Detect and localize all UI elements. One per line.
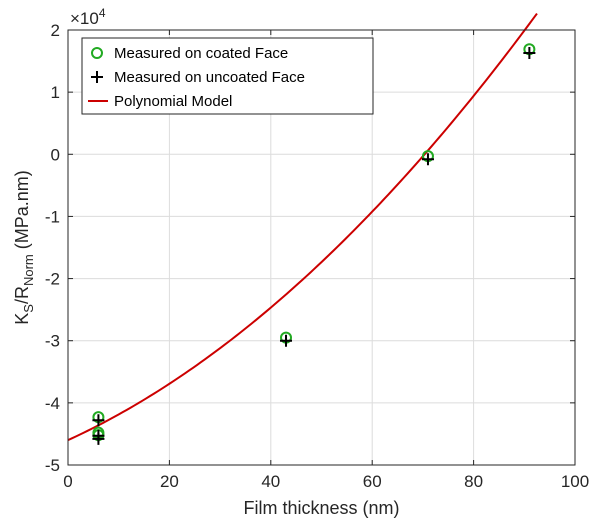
grid-lines <box>68 30 575 465</box>
x-tick-label: 100 <box>561 472 589 491</box>
data-points <box>92 43 536 445</box>
x-tick-label: 60 <box>363 472 382 491</box>
y-tick-label: -4 <box>45 394 60 413</box>
legend: Measured on coated Face Measured on unco… <box>81 37 374 115</box>
model-layer <box>67 12 538 442</box>
uncoated-face-point <box>92 414 105 427</box>
legend-entry-coated: Measured on coated Face <box>91 45 288 62</box>
x-tick-label: 0 <box>63 472 72 491</box>
y-tick-labels: -5 -4 -3 -2 -1 0 1 2 <box>45 21 60 475</box>
x-tick-label: 80 <box>464 472 483 491</box>
polynomial-model-line <box>67 12 538 442</box>
legend-entry-model: Polynomial Model <box>88 93 232 110</box>
legend-entry-uncoated: Measured on uncoated Face <box>91 69 305 86</box>
plot-border <box>67 29 576 466</box>
y-tick-label: 2 <box>51 21 60 40</box>
legend-plus-marker <box>91 71 103 83</box>
y-tick-label: -5 <box>45 456 60 475</box>
axis-ticks <box>67 29 576 466</box>
legend-label-uncoated: Measured on uncoated Face <box>114 69 305 86</box>
y-tick-label: -1 <box>45 207 60 226</box>
y-exponent-label: ×104 <box>70 6 106 28</box>
y-tick-label: 0 <box>51 145 60 164</box>
x-axis-label: Film thickness (nm) <box>243 498 399 518</box>
x-tick-label: 20 <box>160 472 179 491</box>
legend-label-model: Polynomial Model <box>114 93 232 110</box>
y-tick-label: 1 <box>51 83 60 102</box>
x-tick-label: 40 <box>261 472 280 491</box>
legend-circle-marker <box>91 47 103 59</box>
legend-label-coated: Measured on coated Face <box>114 45 288 62</box>
uncoated-face-point <box>280 334 293 347</box>
y-tick-label: -3 <box>45 332 60 351</box>
uncoated-face-point <box>421 153 434 166</box>
uncoated-face-point <box>92 432 105 445</box>
y-tick-label: -2 <box>45 270 60 289</box>
y-axis-label: KS/RNorm (MPa.nm) <box>12 170 36 324</box>
uncoated-face-point <box>523 46 536 59</box>
legend-box <box>81 37 374 115</box>
x-tick-labels: 0 20 40 60 80 100 <box>63 472 589 491</box>
